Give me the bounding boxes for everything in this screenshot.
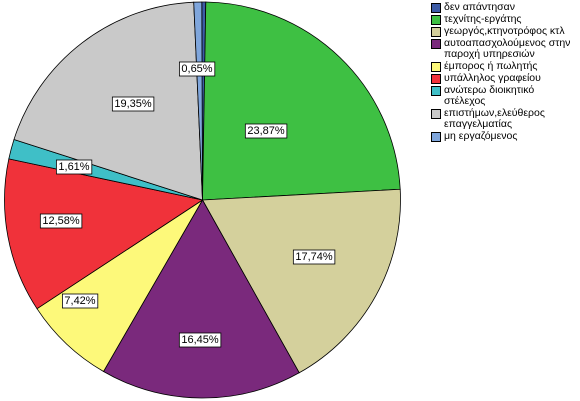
slice-label-box [61, 293, 99, 309]
legend-label: αυτοαπασχολούμενος στην παροχή υπηρεσιών [444, 37, 571, 60]
pie-slice [193, 1, 203, 201]
pie-labels: 23,87% 17,74% 16,45% 7,42% 12,58% 1,61% 19,35%… [39, 61, 336, 348]
slice-label: 12,58% [39, 213, 83, 229]
legend-label: υπάλληλος γραφείου [444, 72, 541, 84]
legend-label: επιστήμων,ελεύθερος επαγγελματίας [444, 107, 545, 130]
slice-label-text: 7,42% [64, 295, 95, 307]
pie-slices [4, 1, 401, 399]
legend-label: γεωργός,κτηνοτρόφος κτλ [444, 25, 565, 37]
legend-label: μη εργαζόμενος [444, 130, 518, 142]
legend-swatch [431, 39, 441, 49]
slice-label: 19,35% [111, 96, 155, 112]
legend-item: ανώτερω διοικητικό στέλεχος [431, 85, 580, 107]
slice-label: 23,87% [244, 123, 288, 139]
legend-label: τεχνίτης-εργάτης [444, 13, 522, 25]
slice-label-box [178, 332, 222, 348]
legend-label: έμπορος ή πωλητής [444, 60, 538, 72]
legend-item: μη εργαζόμενος [431, 131, 580, 142]
slice-label-box [244, 123, 288, 139]
pie-slice [102, 199, 300, 399]
legend-swatch [431, 109, 441, 119]
slice-label: 16,45% [178, 332, 222, 348]
legend-item: τεχνίτης-εργάτης [431, 14, 580, 25]
legend-swatch [431, 3, 441, 13]
pie-slice [4, 158, 204, 310]
slice-label-text: 0,65% [181, 63, 212, 75]
slice-label: 7,42% [61, 293, 99, 309]
slice-label: 0,65% [178, 61, 216, 77]
slice-label-text: 12,58% [42, 215, 80, 227]
slice-label-text: 19,35% [114, 98, 152, 110]
legend-item: γεωργός,κτηνοτρόφος κτλ [431, 26, 580, 37]
slice-label-text: 1,61% [58, 161, 89, 173]
slice-label-box [55, 159, 93, 175]
slice-label-box [39, 213, 83, 229]
pie-slice [202, 1, 401, 201]
legend-swatch [431, 15, 441, 25]
slice-label-text: 23,87% [247, 125, 285, 137]
legend-swatch [431, 27, 441, 37]
slice-label-text: 16,45% [181, 334, 219, 346]
legend-label: ανώτερω διοικητικό στέλεχος [444, 84, 535, 107]
slice-label-text: 17,74% [295, 251, 333, 263]
slice-label: 17,74% [292, 249, 336, 265]
legend-item: αυτοαπασχολούμενος στην παροχή υπηρεσιών [431, 38, 580, 60]
legend-swatch [431, 74, 441, 84]
pie-slice [201, 188, 401, 374]
slice-label-box [292, 249, 336, 265]
legend-swatch [431, 62, 441, 72]
legend-swatch [431, 132, 441, 142]
slice-label: 1,61% [55, 159, 93, 175]
slice-label-box [178, 61, 216, 77]
legend: δεν απάντησαν τεχνίτης-εργάτης γεωργός,κτη… [431, 2, 580, 143]
legend-item: επιστήμων,ελεύθερος επαγγελματίας [431, 108, 580, 130]
pie-slice [13, 1, 203, 201]
legend-item: έμπορος ή πωλητής [431, 61, 580, 72]
legend-label: δεν απάντησαν [444, 1, 515, 13]
slice-label-box [111, 96, 155, 112]
legend-item: δεν απάντησαν [431, 2, 580, 13]
legend-item: υπάλληλος γραφείου [431, 73, 580, 84]
legend-swatch [431, 86, 441, 96]
